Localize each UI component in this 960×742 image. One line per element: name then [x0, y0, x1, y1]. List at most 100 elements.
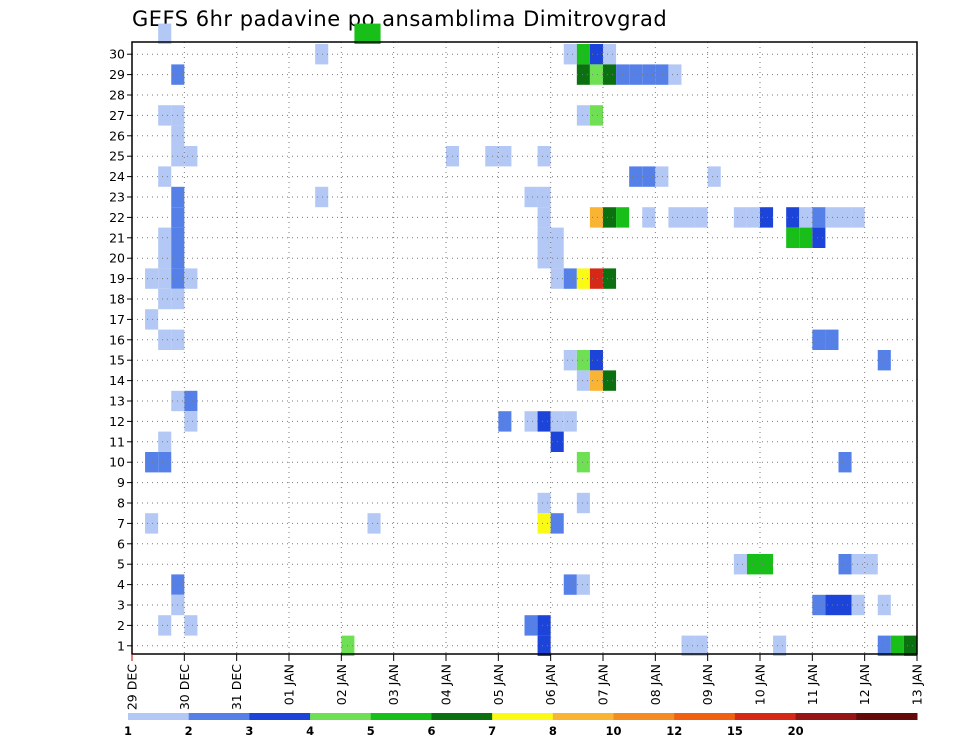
legend-swatch	[734, 713, 797, 720]
heatmap-cell	[563, 350, 577, 371]
x-tick-label: 05 JAN	[491, 664, 506, 705]
legend-label: 5	[367, 724, 375, 738]
x-tick-label: 04 JAN	[439, 664, 454, 705]
heatmap-cell	[812, 227, 826, 248]
x-tick-label: 03 JAN	[386, 664, 401, 705]
heatmap-cell	[589, 350, 603, 371]
heatmap-cell	[576, 370, 590, 391]
heatmap-cell	[589, 44, 603, 65]
legend-swatch	[492, 713, 554, 720]
heatmap-cell	[158, 268, 172, 289]
heatmap-cell	[603, 44, 617, 65]
heatmap-cell	[877, 350, 891, 371]
legend-swatch	[431, 713, 493, 720]
heatmap-cell	[537, 615, 551, 636]
heatmap-cell	[524, 186, 538, 208]
heatmap-cell	[733, 207, 747, 228]
legend-swatch	[249, 713, 311, 720]
y-tick-label: 13	[109, 394, 125, 409]
heatmap-cell	[903, 635, 917, 656]
y-tick-label: 20	[109, 251, 125, 266]
heatmap-cell	[537, 248, 551, 269]
heatmap-cell	[825, 207, 839, 228]
heatmap-cell	[773, 635, 787, 656]
heatmap-cell	[642, 64, 656, 85]
heatmap-cell	[576, 492, 590, 514]
heatmap-cell	[315, 44, 329, 65]
heatmap-cell	[315, 186, 329, 208]
heatmap-cell	[589, 207, 603, 228]
heatmap-cell	[145, 268, 159, 289]
heatmap-cell	[158, 105, 172, 126]
heatmap-cell	[877, 635, 891, 656]
x-axis: 29 DEC 30 DEC 31 DEC 01 JAN 02 JAN 03 JAN 04 J…	[125, 654, 925, 710]
heatmap-cell	[537, 186, 551, 208]
heatmap-cell	[603, 207, 617, 228]
heatmap-cell	[629, 166, 643, 187]
heatmap-cell	[158, 615, 172, 636]
heatmap-cell	[825, 329, 839, 350]
heatmap-cell	[576, 452, 590, 473]
y-tick-label: 19	[109, 271, 125, 286]
heatmap-cell	[838, 594, 852, 616]
heatmap-cell	[825, 594, 839, 616]
heatmap-cell	[537, 635, 551, 656]
y-tick-label: 4	[117, 577, 125, 592]
heatmap-cell	[851, 207, 865, 228]
heatmap-cell	[589, 64, 603, 85]
x-tick-label: 02 JAN	[334, 664, 349, 705]
y-tick-label: 1	[117, 638, 125, 653]
plot-frame	[131, 41, 918, 655]
y-tick-label: 5	[117, 557, 125, 572]
heatmap-cell	[694, 635, 708, 656]
legend-swatch	[856, 713, 918, 720]
y-tick-label: 6	[117, 536, 125, 551]
heatmap-cell	[576, 350, 590, 371]
legend-swatch	[795, 713, 857, 720]
heatmap-cell	[838, 452, 852, 473]
heatmap-cell	[603, 268, 617, 289]
heatmap-cell	[576, 268, 590, 289]
heatmap-cell	[184, 615, 198, 636]
legend-swatch	[310, 713, 372, 720]
heatmap-cell	[707, 166, 721, 187]
heatmap-cell	[537, 146, 551, 167]
heatmap-cell	[681, 207, 695, 228]
heatmap-cell	[563, 411, 577, 432]
heatmap-cell	[537, 207, 551, 228]
heatmap-cell	[589, 105, 603, 126]
heatmap-cell	[158, 248, 172, 269]
y-tick-label: 10	[109, 455, 125, 470]
heatmap-cell	[812, 207, 826, 228]
legend-label: 8	[549, 724, 557, 738]
x-tick-label: 12 JAN	[857, 664, 872, 705]
y-tick-label: 9	[117, 475, 125, 490]
grid-lines	[132, 42, 918, 654]
legend-label: 20	[788, 724, 804, 738]
color-legend: 1 2 3 4 5 6 7 8 10 12 15 20	[124, 713, 918, 738]
y-tick-label: 28	[109, 88, 125, 103]
heatmap-cell	[694, 207, 708, 228]
y-tick-label: 3	[117, 598, 125, 613]
heatmap-cell	[864, 554, 878, 575]
x-tick-label: 01 JAN	[282, 664, 297, 705]
legend-label: 15	[727, 724, 743, 738]
heatmap-cell	[668, 207, 682, 228]
heatmap-cell	[158, 288, 172, 310]
heatmap-cell	[877, 594, 891, 616]
legend-swatch	[674, 713, 736, 720]
heatmap-cell	[563, 44, 577, 65]
heatmap-cell	[589, 370, 603, 391]
heatmap-cell	[367, 513, 381, 534]
y-tick-label: 11	[109, 434, 125, 449]
y-tick-label: 26	[109, 128, 125, 143]
heatmap-cell	[537, 492, 551, 514]
heatmap-cell	[733, 554, 747, 575]
heatmap-cell	[760, 554, 774, 575]
heatmap-cell	[563, 268, 577, 289]
heatmap-cell	[851, 554, 865, 575]
heatmap-cell	[746, 554, 760, 575]
heatmap-cell	[746, 207, 760, 228]
heatmap-cell	[184, 268, 198, 289]
